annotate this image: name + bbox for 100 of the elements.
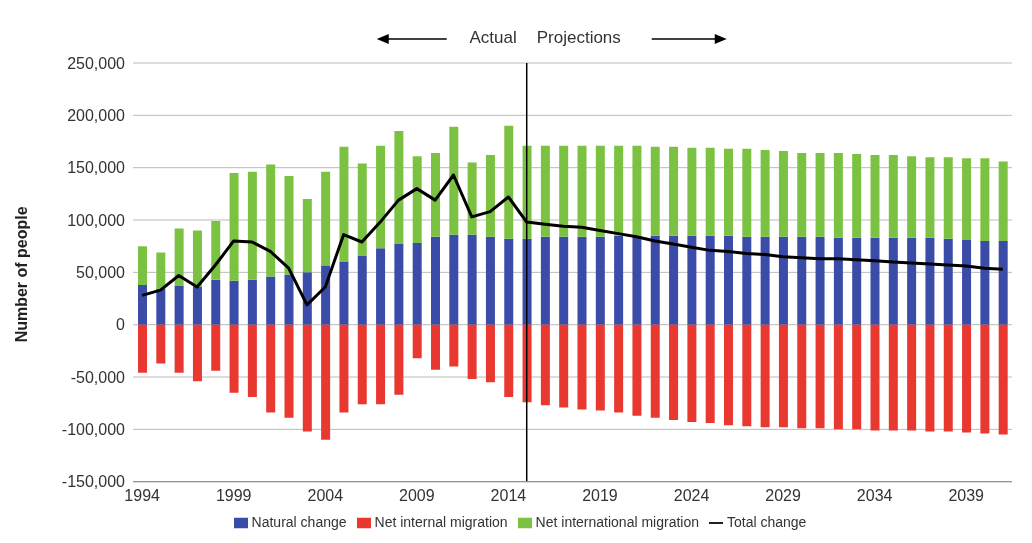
legend-label: Net international migration (535, 513, 700, 530)
x-tick-label: 2024 (673, 487, 710, 505)
bar (302, 272, 312, 325)
bar (962, 324, 972, 433)
bar (760, 324, 770, 428)
bar (302, 199, 312, 273)
bar (138, 324, 147, 373)
bar (778, 236, 788, 325)
bar (357, 163, 367, 256)
bar (724, 148, 733, 236)
bar (577, 236, 587, 325)
bar (632, 324, 642, 416)
y-tick-label: 200,000 (67, 107, 126, 125)
bar (650, 324, 660, 418)
bar (284, 176, 294, 275)
x-tick-label: 2039 (948, 487, 985, 505)
bar (614, 235, 624, 325)
bar (687, 147, 697, 236)
bar (742, 324, 752, 427)
bar (980, 158, 990, 241)
bar (669, 146, 679, 236)
bar (247, 279, 257, 325)
bar (174, 324, 184, 373)
x-tick-label: 2029 (765, 487, 801, 505)
bar (412, 156, 422, 244)
y-axis-title: Number of people (12, 206, 30, 343)
bar (998, 324, 1008, 435)
bar (888, 155, 898, 238)
bar (559, 324, 569, 408)
bar (174, 228, 184, 286)
x-tick-label: 2034 (856, 487, 893, 505)
bar (962, 239, 972, 325)
bar (504, 238, 514, 325)
x-tick-label: 2009 (399, 487, 435, 505)
bar (284, 324, 294, 418)
x-tick-label: 2004 (307, 487, 344, 505)
bar (247, 324, 257, 397)
bar (394, 131, 404, 245)
y-tick-label: 100,000 (67, 211, 126, 229)
y-tick-label: 0 (116, 316, 126, 334)
bar (211, 221, 221, 280)
bar (614, 145, 624, 236)
bar (192, 324, 202, 382)
bar (705, 324, 715, 424)
bar (467, 324, 477, 380)
bar (339, 261, 349, 325)
bar (485, 236, 495, 325)
bar (687, 324, 697, 423)
x-tick-label: 2014 (490, 487, 527, 505)
bar (705, 147, 715, 236)
bar (302, 324, 312, 432)
x-tick-label: 2019 (582, 487, 618, 505)
bar (485, 155, 495, 237)
y-tick-label: 50,000 (76, 264, 126, 282)
bar (907, 237, 917, 325)
bar (852, 324, 862, 430)
bar (980, 324, 990, 434)
bar (540, 236, 550, 325)
y-tick-label: -150,000 (61, 473, 126, 491)
bar (284, 274, 294, 325)
x-tick-label: 1999 (215, 487, 252, 505)
bar (192, 230, 202, 288)
bar (577, 324, 587, 410)
bar (321, 324, 331, 440)
bar (888, 324, 898, 431)
bar (943, 324, 953, 432)
bar (669, 235, 679, 325)
bar (339, 324, 349, 413)
bar (559, 236, 569, 325)
bar (394, 324, 404, 395)
bar (449, 234, 459, 325)
bar (724, 235, 733, 325)
y-tick-label: 150,000 (67, 159, 126, 177)
bar (412, 243, 422, 325)
bar (266, 324, 276, 413)
bar (595, 236, 605, 325)
bar (449, 324, 459, 367)
bar (943, 157, 953, 239)
bar (504, 125, 514, 239)
bar (833, 237, 843, 325)
bar (559, 145, 569, 237)
bar (376, 248, 386, 325)
y-tick-label: 250,000 (67, 54, 126, 72)
bar (376, 324, 386, 405)
bar (211, 324, 221, 371)
bar (870, 237, 880, 325)
bar (925, 237, 935, 325)
bar (229, 172, 239, 281)
bar (815, 324, 825, 429)
bar (925, 157, 935, 238)
legend-label: Total change (727, 513, 807, 530)
bar (742, 236, 752, 325)
bar (614, 324, 624, 413)
bar (833, 324, 843, 430)
bar (431, 324, 440, 370)
bar (467, 234, 477, 325)
bar (632, 235, 642, 325)
bar (247, 171, 257, 280)
bar (760, 236, 770, 325)
bar (192, 287, 202, 325)
